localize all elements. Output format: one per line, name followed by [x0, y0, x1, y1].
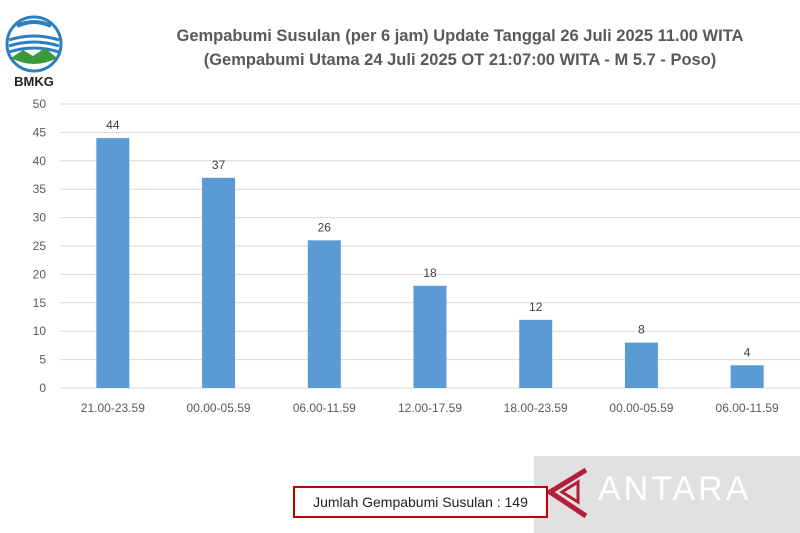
- bar: [730, 365, 764, 388]
- chart-title: Gempabumi Susulan (per 6 jam) Update Tan…: [176, 27, 744, 45]
- bar: [624, 342, 658, 388]
- y-tick-label: 40: [33, 154, 47, 168]
- y-tick-label: 10: [33, 324, 47, 338]
- x-tick-label: 00.00-05.59: [187, 401, 251, 415]
- data-label: 4: [744, 345, 751, 359]
- y-tick-label: 30: [33, 211, 47, 225]
- bar: [413, 285, 447, 388]
- total-aftershocks-box: Jumlah Gempabumi Susulan : 149: [293, 486, 548, 518]
- data-label: 18: [423, 266, 437, 280]
- y-tick-label: 20: [33, 267, 47, 281]
- x-tick-label: 18.00-23.59: [504, 401, 568, 415]
- y-tick-label: 45: [33, 125, 47, 139]
- watermark-text: ANTARA: [598, 470, 752, 508]
- total-aftershocks-label: Jumlah Gempabumi Susulan : 149: [313, 494, 528, 510]
- y-tick-label: 0: [39, 381, 46, 395]
- y-tick-label: 50: [33, 97, 47, 111]
- bar: [96, 138, 130, 388]
- logo-text: BMKG: [14, 74, 54, 89]
- y-tick-label: 35: [33, 182, 47, 196]
- x-tick-label: 06.00-11.59: [716, 401, 779, 415]
- data-label: 37: [212, 158, 226, 172]
- bar: [202, 177, 236, 388]
- data-label: 26: [318, 220, 332, 234]
- y-tick-label: 15: [33, 296, 47, 310]
- chart-subtitle: (Gempabumi Utama 24 Juli 2025 OT 21:07:0…: [203, 51, 717, 69]
- x-tick-label: 06.00-11.59: [293, 401, 356, 415]
- x-tick-label: 21.00-23.59: [81, 401, 145, 415]
- y-tick-label: 25: [33, 239, 47, 253]
- x-tick-label: 00.00-05.59: [609, 401, 673, 415]
- bar: [307, 240, 341, 388]
- data-label: 44: [106, 118, 120, 132]
- y-tick-label: 5: [39, 353, 46, 367]
- x-tick-label: 12.00-17.59: [398, 401, 462, 415]
- bmkg-logo: BMKG: [5, 15, 63, 89]
- bar: [519, 319, 553, 388]
- antara-logo-icon: [547, 467, 588, 519]
- data-label: 12: [529, 300, 543, 314]
- data-label: 8: [638, 323, 645, 337]
